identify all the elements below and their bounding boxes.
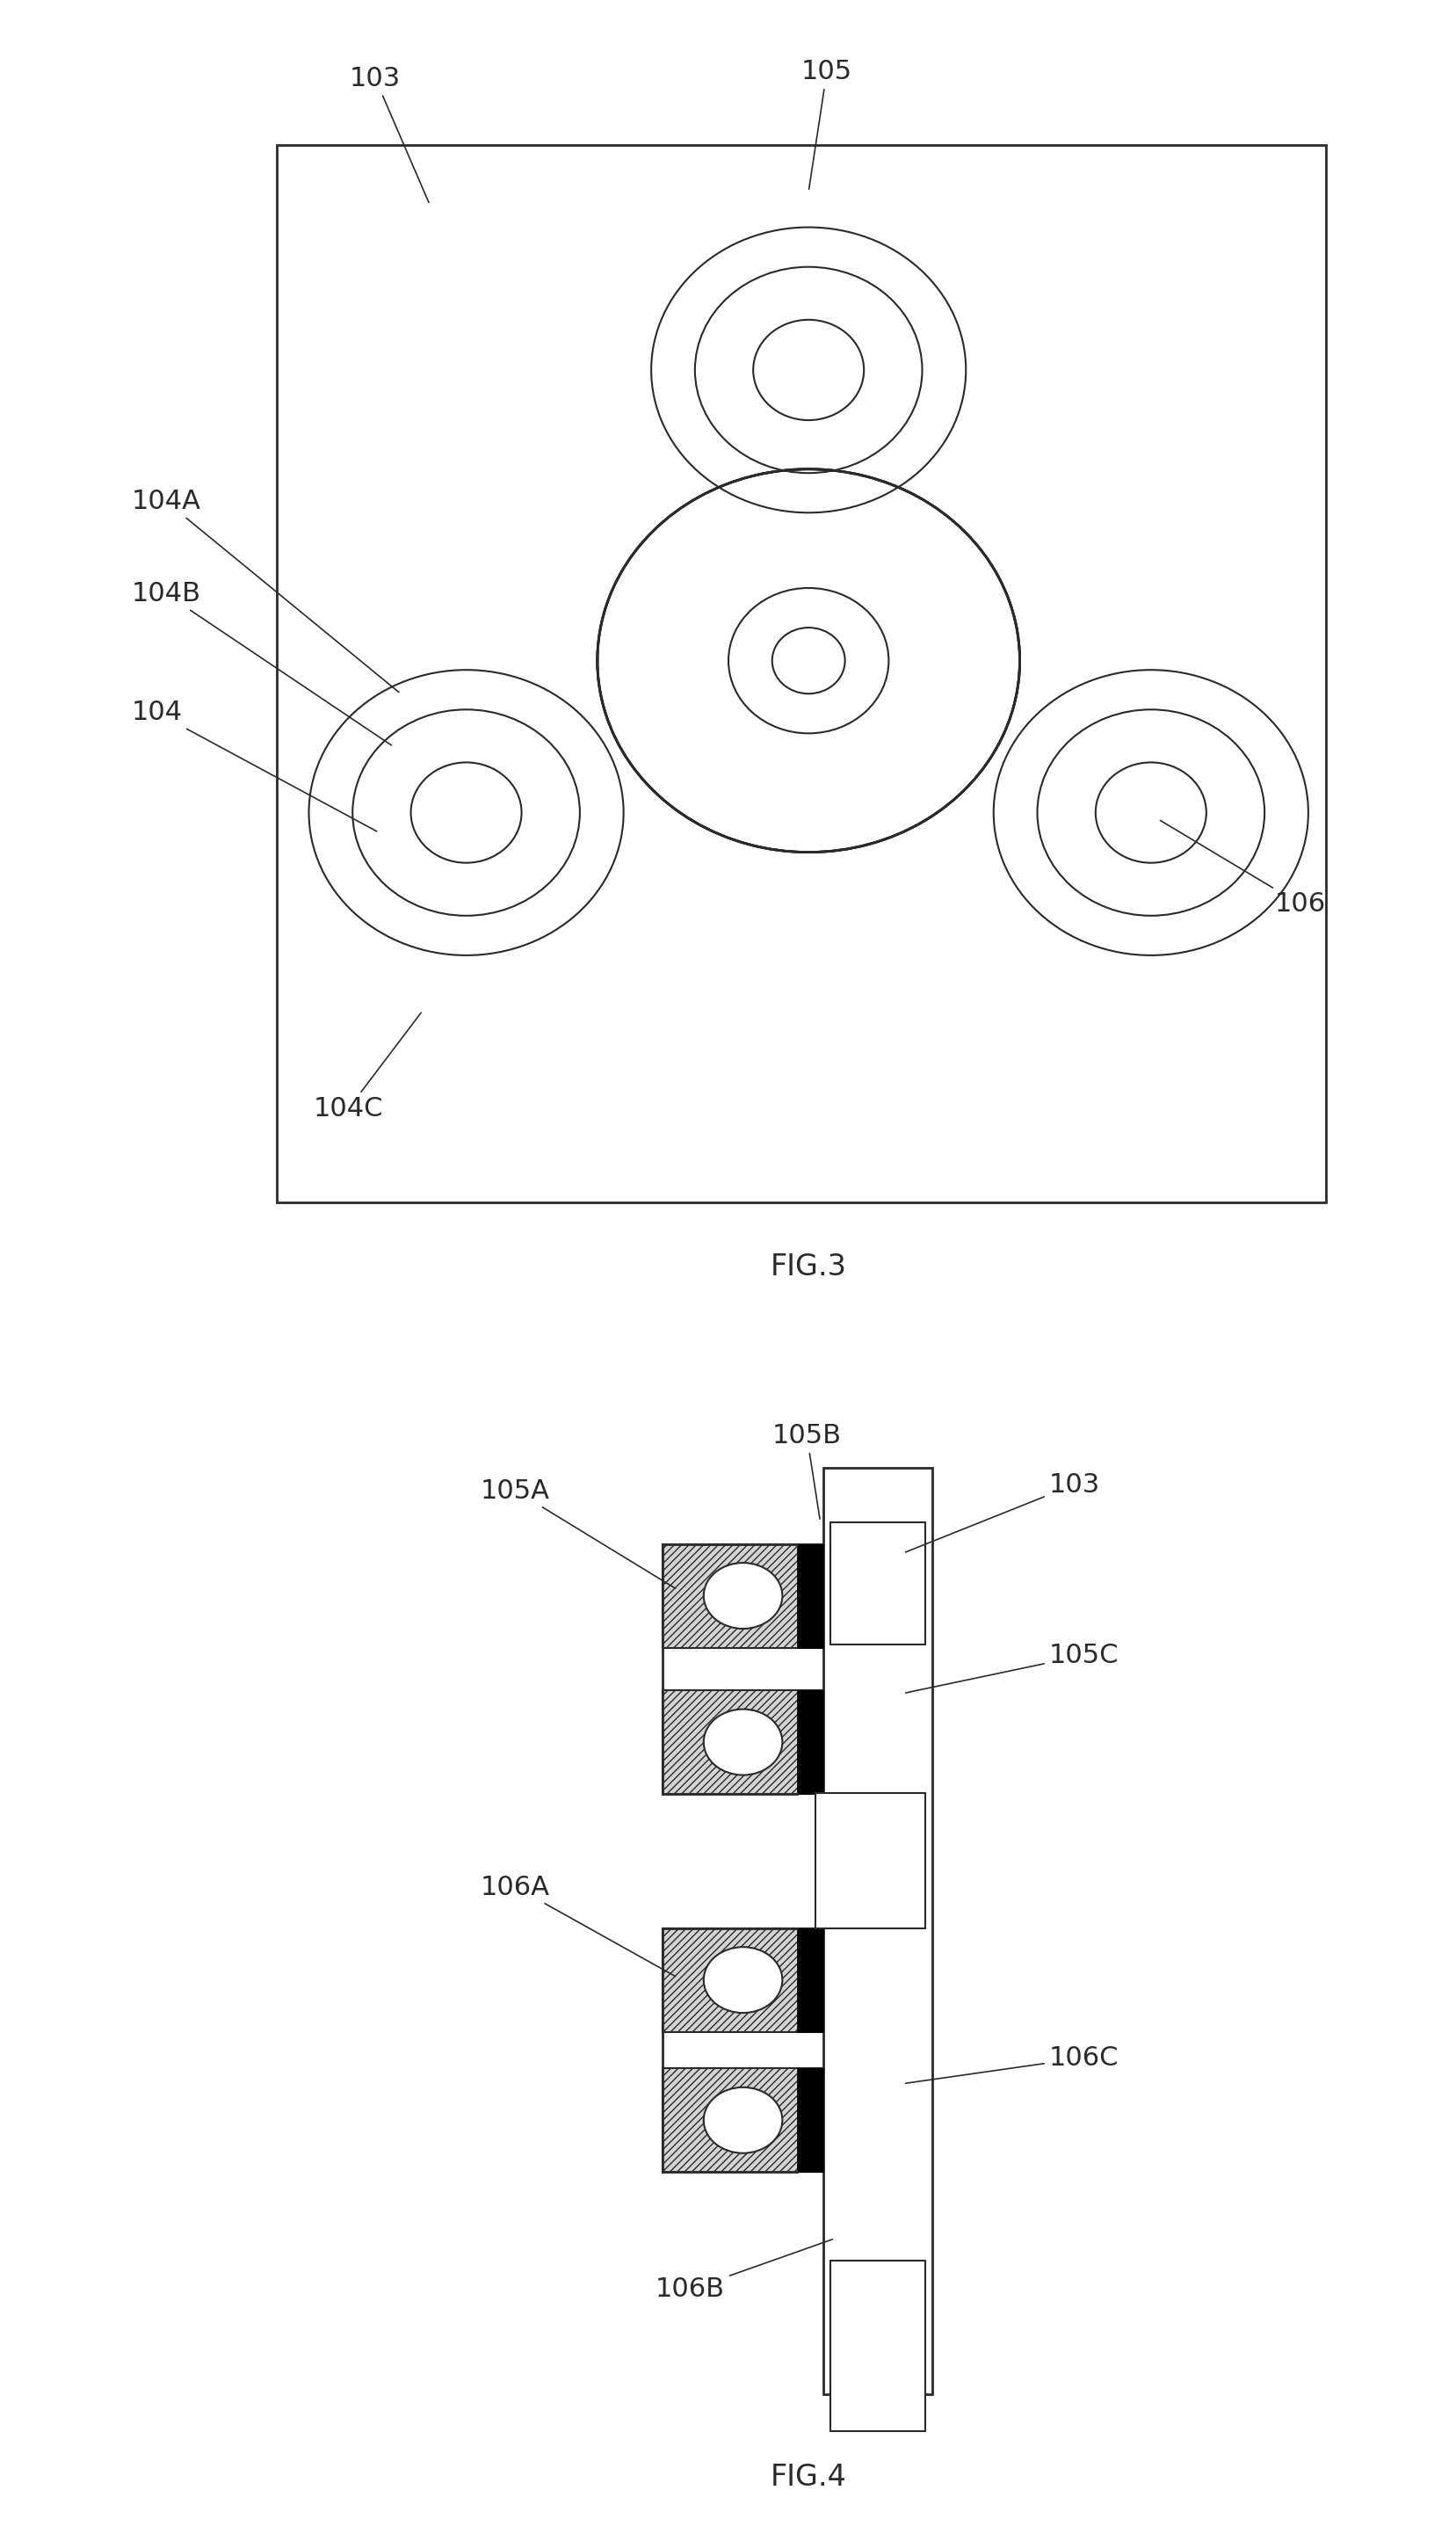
Text: 104B: 104B bbox=[131, 582, 392, 745]
Text: 104C: 104C bbox=[313, 1014, 421, 1121]
Bar bbox=[830, 1522, 925, 1644]
Circle shape bbox=[703, 1946, 782, 2012]
Circle shape bbox=[703, 2086, 782, 2152]
Text: 104: 104 bbox=[131, 699, 377, 831]
Bar bbox=[815, 1794, 925, 1929]
Bar bbox=[277, 145, 1325, 1202]
Text: FIG.3: FIG.3 bbox=[770, 1253, 846, 1281]
Bar bbox=[796, 1545, 823, 1647]
Circle shape bbox=[703, 1563, 782, 1629]
Text: 106A: 106A bbox=[480, 1875, 676, 1977]
Circle shape bbox=[703, 1710, 782, 1776]
Bar bbox=[662, 1545, 823, 1647]
Bar bbox=[796, 1929, 823, 2033]
Bar bbox=[823, 1469, 932, 2394]
Bar bbox=[796, 1690, 823, 1794]
Text: 103: 103 bbox=[906, 1471, 1099, 1553]
Text: FIG.4: FIG.4 bbox=[770, 2462, 846, 2493]
Bar bbox=[662, 1690, 823, 1794]
Text: 104A: 104A bbox=[131, 488, 399, 691]
Text: 105A: 105A bbox=[480, 1479, 676, 1588]
Text: 106: 106 bbox=[1159, 821, 1325, 917]
Bar bbox=[662, 2068, 823, 2173]
Text: 106C: 106C bbox=[906, 2046, 1118, 2084]
Text: 103: 103 bbox=[349, 66, 428, 203]
Text: 105: 105 bbox=[801, 58, 852, 188]
Text: 105B: 105B bbox=[772, 1423, 842, 1520]
Bar bbox=[830, 2261, 925, 2432]
Bar bbox=[662, 1929, 823, 2033]
Bar bbox=[796, 2068, 823, 2173]
Text: 106B: 106B bbox=[655, 2239, 831, 2302]
Text: 105C: 105C bbox=[906, 1641, 1118, 1692]
